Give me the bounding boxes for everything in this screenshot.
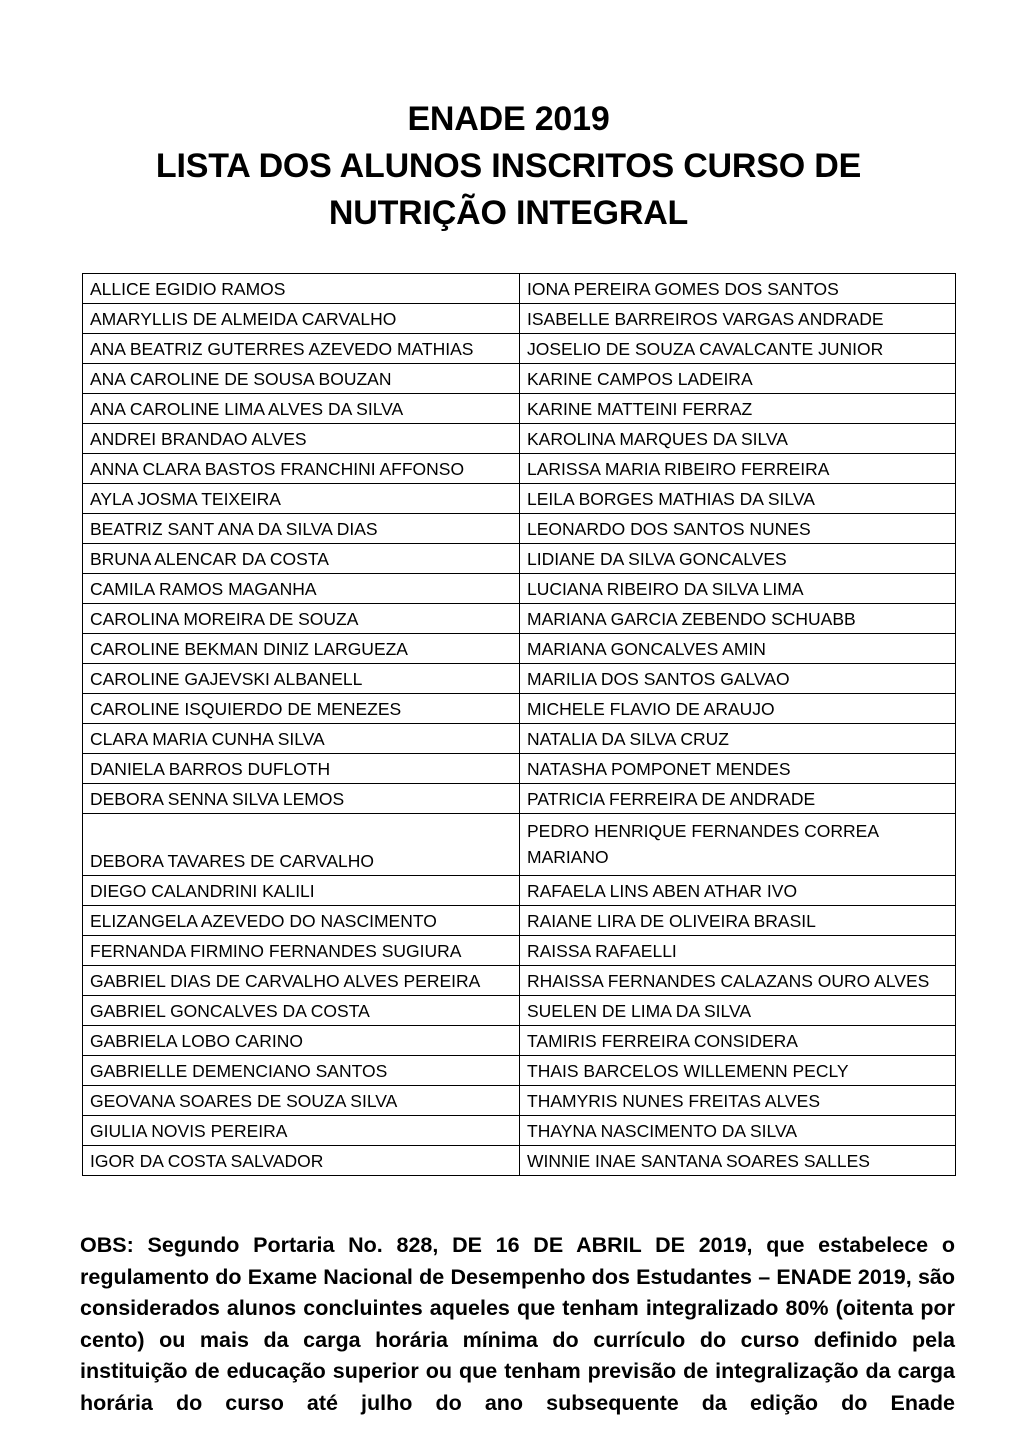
table-row: GABRIEL GONCALVES DA COSTA SUELEN DE LIMA… bbox=[82, 995, 956, 1026]
student-name-cell: BEATRIZ SANT ANA DA SILVA DIAS bbox=[82, 513, 520, 544]
table-row: ELIZANGELA AZEVEDO DO NASCIMENTO RAIANE L… bbox=[82, 905, 956, 936]
student-roster-section: ALLICE EGIDIO RAMOS IONA PEREIRA GOMES DO… bbox=[0, 273, 1017, 1176]
table-row: IGOR DA COSTA SALVADOR WINNIE INAE SANTAN… bbox=[82, 1145, 956, 1176]
student-name-cell: BRUNA ALENCAR DA COSTA bbox=[82, 543, 520, 574]
table-row: AMARYLLIS DE ALMEIDA CARVALHO ISABELLE BA… bbox=[82, 303, 956, 334]
table-row: ANNA CLARA BASTOS FRANCHINI AFFONSO LARIS… bbox=[82, 453, 956, 484]
student-name-cell: NATASHA POMPONET MENDES bbox=[519, 753, 956, 784]
table-row: CAROLINA MOREIRA DE SOUZA MARIANA GARCIA … bbox=[82, 603, 956, 634]
table-row: CLARA MARIA CUNHA SILVA NATALIA DA SILVA … bbox=[82, 723, 956, 754]
table-row: GABRIELA LOBO CARINO TAMIRIS FERREIRA CON… bbox=[82, 1025, 956, 1056]
student-name-cell: GABRIELA LOBO CARINO bbox=[82, 1025, 520, 1056]
table-row: CAROLINE BEKMAN DINIZ LARGUEZA MARIANA GO… bbox=[82, 633, 956, 664]
student-name-cell: JOSELIO DE SOUZA CAVALCANTE JUNIOR bbox=[519, 333, 956, 364]
student-name-cell: WINNIE INAE SANTANA SOARES SALLES bbox=[519, 1145, 956, 1176]
table-row: CAROLINE GAJEVSKI ALBANELL MARILIA DOS SA… bbox=[82, 663, 956, 694]
table-row: DEBORA SENNA SILVA LEMOS PATRICIA FERREIR… bbox=[82, 783, 956, 814]
student-name-cell: MARILIA DOS SANTOS GALVAO bbox=[519, 663, 956, 694]
table-row: CAMILA RAMOS MAGANHA LUCIANA RIBEIRO DA S… bbox=[82, 573, 956, 604]
table-row: BEATRIZ SANT ANA DA SILVA DIAS LEONARDO D… bbox=[82, 513, 956, 544]
student-name-cell: THAYNA NASCIMENTO DA SILVA bbox=[519, 1115, 956, 1146]
table-row: ANA CAROLINE LIMA ALVES DA SILVA KARINE M… bbox=[82, 393, 956, 424]
student-name-cell: MARIANA GARCIA ZEBENDO SCHUABB bbox=[519, 603, 956, 634]
student-name-cell: DEBORA SENNA SILVA LEMOS bbox=[82, 783, 520, 814]
student-name-cell: THAIS BARCELOS WILLEMENN PECLY bbox=[519, 1055, 956, 1086]
student-name-cell: KARINE MATTEINI FERRAZ bbox=[519, 393, 956, 424]
student-name-cell: GABRIEL GONCALVES DA COSTA bbox=[82, 995, 520, 1026]
table-row: DIEGO CALANDRINI KALILI RAFAELA LINS ABEN… bbox=[82, 875, 956, 906]
student-name-cell: AYLA JOSMA TEIXEIRA bbox=[82, 483, 520, 514]
student-name-cell: DIEGO CALANDRINI KALILI bbox=[82, 875, 520, 906]
student-name-cell: ANA BEATRIZ GUTERRES AZEVEDO MATHIAS bbox=[82, 333, 520, 364]
student-name-cell: LARISSA MARIA RIBEIRO FERREIRA bbox=[519, 453, 956, 484]
student-name-cell: ELIZANGELA AZEVEDO DO NASCIMENTO bbox=[82, 905, 520, 936]
table-row: ALLICE EGIDIO RAMOS IONA PEREIRA GOMES DO… bbox=[82, 273, 956, 304]
student-name-cell: SUELEN DE LIMA DA SILVA bbox=[519, 995, 956, 1026]
student-name-cell: IONA PEREIRA GOMES DOS SANTOS bbox=[519, 273, 956, 304]
table-row: CAROLINE ISQUIERDO DE MENEZES MICHELE FLA… bbox=[82, 693, 956, 724]
student-name-cell: LUCIANA RIBEIRO DA SILVA LIMA bbox=[519, 573, 956, 604]
student-roster-table: ALLICE EGIDIO RAMOS IONA PEREIRA GOMES DO… bbox=[82, 273, 956, 1176]
student-name-cell: LIDIANE DA SILVA GONCALVES bbox=[519, 543, 956, 574]
student-name-cell: ISABELLE BARREIROS VARGAS ANDRADE bbox=[519, 303, 956, 334]
table-row: ANA CAROLINE DE SOUSA BOUZAN KARINE CAMPO… bbox=[82, 363, 956, 394]
student-name-cell: FERNANDA FIRMINO FERNANDES SUGIURA bbox=[82, 935, 520, 966]
student-name-cell: ANA CAROLINE LIMA ALVES DA SILVA bbox=[82, 393, 520, 424]
student-name-cell: CAROLINE BEKMAN DINIZ LARGUEZA bbox=[82, 633, 520, 664]
student-name-cell: ALLICE EGIDIO RAMOS bbox=[82, 273, 520, 304]
observation-text: OBS: Segundo Portaria No. 828, DE 16 DE … bbox=[80, 1233, 955, 1415]
table-row: FERNANDA FIRMINO FERNANDES SUGIURA RAISSA… bbox=[82, 935, 956, 966]
table-row: GABRIEL DIAS DE CARVALHO ALVES PEREIRA RH… bbox=[82, 965, 956, 996]
student-name-cell: KARINE CAMPOS LADEIRA bbox=[519, 363, 956, 394]
student-name-cell: AMARYLLIS DE ALMEIDA CARVALHO bbox=[82, 303, 520, 334]
student-name-cell: MARIANA GONCALVES AMIN bbox=[519, 633, 956, 664]
student-name-cell: ANNA CLARA BASTOS FRANCHINI AFFONSO bbox=[82, 453, 520, 484]
table-row: GEOVANA SOARES DE SOUZA SILVA THAMYRIS NU… bbox=[82, 1085, 956, 1116]
table-row: AYLA JOSMA TEIXEIRA LEILA BORGES MATHIAS … bbox=[82, 483, 956, 514]
student-name-cell: RHAISSA FERNANDES CALAZANS OURO ALVES bbox=[519, 965, 956, 996]
table-row: BRUNA ALENCAR DA COSTA LIDIANE DA SILVA G… bbox=[82, 543, 956, 574]
table-row: GIULIA NOVIS PEREIRA THAYNA NASCIMENTO DA… bbox=[82, 1115, 956, 1146]
student-name-cell: CAROLINA MOREIRA DE SOUZA bbox=[82, 603, 520, 634]
student-name-cell: LEONARDO DOS SANTOS NUNES bbox=[519, 513, 956, 544]
student-name-cell: RAISSA RAFAELLI bbox=[519, 935, 956, 966]
table-row: GABRIELLE DEMENCIANO SANTOS THAIS BARCELO… bbox=[82, 1055, 956, 1086]
student-name-cell: DEBORA TAVARES DE CARVALHO bbox=[82, 813, 520, 876]
student-name-cell: KAROLINA MARQUES DA SILVA bbox=[519, 423, 956, 454]
student-name-cell: CLARA MARIA CUNHA SILVA bbox=[82, 723, 520, 754]
table-row: DANIELA BARROS DUFLOTH NATASHA POMPONET M… bbox=[82, 753, 956, 784]
student-name-cell: CAMILA RAMOS MAGANHA bbox=[82, 573, 520, 604]
student-name-cell: IGOR DA COSTA SALVADOR bbox=[82, 1145, 520, 1176]
student-name-cell: PATRICIA FERREIRA DE ANDRADE bbox=[519, 783, 956, 814]
student-name-cell: ANDREI BRANDAO ALVES bbox=[82, 423, 520, 454]
student-name-cell: GABRIEL DIAS DE CARVALHO ALVES PEREIRA bbox=[82, 965, 520, 996]
student-name-cell: THAMYRIS NUNES FREITAS ALVES bbox=[519, 1085, 956, 1116]
table-row: ANDREI BRANDAO ALVES KAROLINA MARQUES DA … bbox=[82, 423, 956, 454]
student-name-cell: GEOVANA SOARES DE SOUZA SILVA bbox=[82, 1085, 520, 1116]
student-name-cell: ANA CAROLINE DE SOUSA BOUZAN bbox=[82, 363, 520, 394]
student-name-cell: CAROLINE ISQUIERDO DE MENEZES bbox=[82, 693, 520, 724]
student-name-cell: GIULIA NOVIS PEREIRA bbox=[82, 1115, 520, 1146]
student-name-cell: LEILA BORGES MATHIAS DA SILVA bbox=[519, 483, 956, 514]
student-name-cell: CAROLINE GAJEVSKI ALBANELL bbox=[82, 663, 520, 694]
student-name-cell: RAFAELA LINS ABEN ATHAR IVO bbox=[519, 875, 956, 906]
student-name-cell: TAMIRIS FERREIRA CONSIDERA bbox=[519, 1025, 956, 1056]
table-row: DEBORA TAVARES DE CARVALHO PEDRO HENRIQUE… bbox=[82, 813, 956, 876]
document-header: ENADE 2019 LISTA DOS ALUNOS INSCRITOS CU… bbox=[0, 0, 1017, 237]
page-title-line-1: ENADE 2019 bbox=[407, 100, 610, 138]
table-row: ANA BEATRIZ GUTERRES AZEVEDO MATHIAS JOSE… bbox=[82, 333, 956, 364]
student-name-cell: NATALIA DA SILVA CRUZ bbox=[519, 723, 956, 754]
page-title-line-3: NUTRIÇÃO INTEGRAL bbox=[328, 194, 689, 232]
student-roster-body: ALLICE EGIDIO RAMOS IONA PEREIRA GOMES DO… bbox=[82, 273, 956, 1176]
observation-section: OBS: Segundo Portaria No. 828, DE 16 DE … bbox=[0, 1230, 1017, 1451]
student-name-cell: GABRIELLE DEMENCIANO SANTOS bbox=[82, 1055, 520, 1086]
student-name-cell: DANIELA BARROS DUFLOTH bbox=[82, 753, 520, 784]
student-name-cell: RAIANE LIRA DE OLIVEIRA BRASIL bbox=[519, 905, 956, 936]
student-name-cell: MICHELE FLAVIO DE ARAUJO bbox=[519, 693, 956, 724]
student-name-cell: PEDRO HENRIQUE FERNANDES CORREA MARIANO bbox=[519, 813, 956, 876]
page-title-line-2: LISTA DOS ALUNOS INSCRITOS CURSO DE bbox=[155, 147, 862, 185]
